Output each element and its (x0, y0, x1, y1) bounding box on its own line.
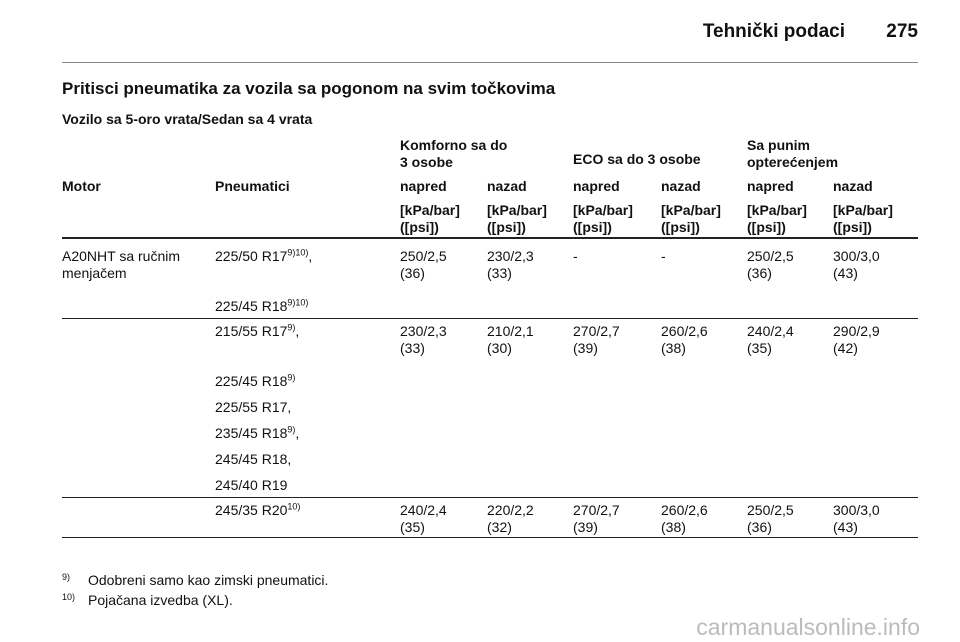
unit-label: [kPa/bar] ([psi]) (400, 202, 460, 235)
header-rule (62, 62, 918, 63)
footnote-ref: 9)10) (287, 297, 309, 308)
pressure-cell: 210/2,1 (30) (487, 323, 534, 356)
punctuation: , (295, 425, 300, 441)
pressure-cell: 250/2,5 (36) (400, 248, 447, 281)
row-rule (62, 497, 918, 498)
footnote-mark: 10) (62, 592, 76, 602)
unit-label: [kPa/bar] ([psi]) (747, 202, 807, 235)
group-header: Komforno sa do 3 osobe (400, 137, 508, 170)
column-header: napred (747, 178, 794, 194)
group-header: Sa punim opterećenjem (747, 137, 839, 170)
pressure-cell: 260/2,6 (38) (661, 502, 708, 535)
column-header: Pneumatici (215, 178, 290, 194)
pressure-cell: 230/2,3 (33) (400, 323, 447, 356)
pressure-cell: - (661, 248, 666, 264)
watermark: carmanualsonline.info (696, 614, 920, 640)
tire-size: 245/45 R18, (215, 451, 292, 467)
footnote-ref: 9) (287, 424, 296, 435)
table-header-rule (62, 237, 918, 239)
unit-label: [kPa/bar] ([psi]) (487, 202, 547, 235)
motor-cell: A20NHT sa ručnim menjačem (62, 248, 181, 281)
tire-cell: 225/45 R189) (215, 373, 295, 390)
footnote-ref: 9)10) (287, 247, 309, 258)
header-title: Tehnički podaci (702, 21, 845, 42)
page-number: 275 (886, 21, 918, 42)
unit-label: [kPa/bar] ([psi]) (661, 202, 721, 235)
pressure-cell: 230/2,3 (33) (487, 248, 534, 281)
column-header: napred (400, 178, 447, 194)
unit-label: [kPa/bar] ([psi]) (573, 202, 633, 235)
tire-size: 225/55 R17, (215, 399, 292, 415)
pressure-cell: 270/2,7 (39) (573, 323, 620, 356)
pressure-cell: 250/2,5 (36) (747, 248, 794, 281)
unit-label: [kPa/bar] ([psi]) (833, 202, 893, 235)
footnote-mark: 9) (62, 572, 71, 582)
tire-cell: 245/35 R2010) (215, 502, 300, 519)
punctuation: , (308, 248, 313, 264)
pressure-cell: 300/3,0 (43) (833, 502, 880, 535)
tire-size: 245/35 R20 (215, 502, 288, 518)
row-rule (62, 537, 918, 538)
pressure-cell: 260/2,6 (38) (661, 323, 708, 356)
column-header: napred (573, 178, 620, 194)
tire-cell: 245/40 R19 (215, 477, 287, 494)
pressure-cell: 300/3,0 (43) (833, 248, 880, 281)
pressure-cell: 220/2,2 (32) (487, 502, 534, 535)
tire-size: 235/45 R18 (215, 425, 288, 441)
pressure-cell: 240/2,4 (35) (400, 502, 447, 535)
column-header: nazad (661, 178, 701, 194)
pressure-cell: 290/2,9 (42) (833, 323, 880, 356)
punctuation: , (295, 323, 300, 339)
footnote-text: Pojačana izvedba (XL). (88, 592, 233, 608)
pressure-cell: - (573, 248, 578, 264)
row-rule (62, 318, 918, 319)
tire-cell: 215/55 R179), (215, 323, 299, 340)
column-header: nazad (487, 178, 527, 194)
tire-cell: 245/45 R18, (215, 451, 291, 468)
tire-size: 215/55 R17 (215, 323, 288, 339)
footnote-ref: 9) (287, 372, 296, 383)
tire-size: 225/45 R18 (215, 373, 288, 389)
pressure-cell: 270/2,7 (39) (573, 502, 620, 535)
footnote-ref: 9) (287, 322, 296, 333)
column-header: nazad (833, 178, 873, 194)
section-title: Pritisci pneumatika za vozila sa pogonom… (62, 79, 556, 98)
pressure-cell: 240/2,4 (35) (747, 323, 794, 356)
group-header: ECO sa do 3 osobe (573, 151, 701, 167)
footnote-ref: 10) (287, 501, 301, 512)
tire-cell: 235/45 R189), (215, 425, 299, 442)
tire-size: 245/40 R19 (215, 477, 288, 493)
column-header: Motor (62, 178, 101, 194)
pressure-cell: 250/2,5 (36) (747, 502, 794, 535)
tire-size: 225/50 R17 (215, 248, 288, 264)
subtitle: Vozilo sa 5-oro vrata/Sedan sa 4 vrata (62, 111, 313, 127)
tire-cell: 225/55 R17, (215, 399, 291, 416)
tire-cell: 225/50 R179)10), (215, 248, 312, 265)
tire-size: 225/45 R18 (215, 298, 288, 314)
footnote-text: Odobreni samo kao zimski pneumatici. (88, 572, 329, 588)
tire-cell: 225/45 R189)10) (215, 298, 308, 315)
